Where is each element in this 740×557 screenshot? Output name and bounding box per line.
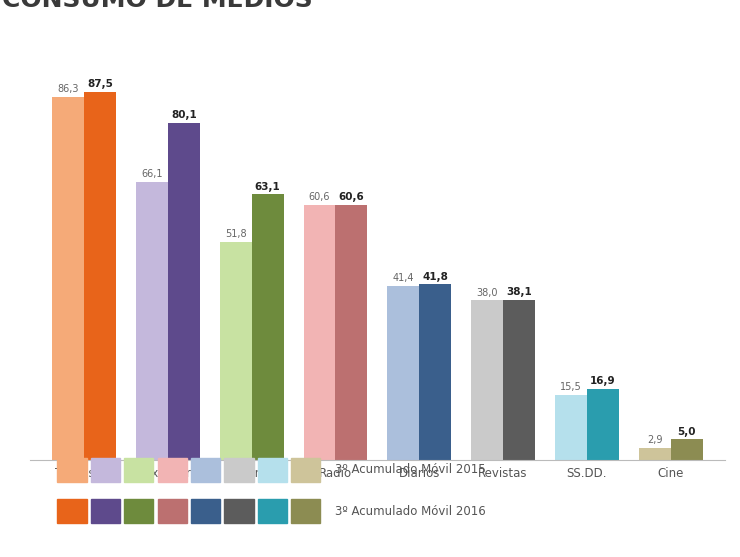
Bar [503,300,535,460]
Bar [670,439,702,460]
Text: 16,9: 16,9 [590,377,616,387]
FancyBboxPatch shape [91,500,120,524]
FancyBboxPatch shape [258,500,287,524]
Text: 3º Acumulado Móvil 2015: 3º Acumulado Móvil 2015 [335,463,485,476]
Text: 38,1: 38,1 [506,287,532,297]
FancyBboxPatch shape [291,500,320,524]
FancyBboxPatch shape [124,458,153,482]
Bar [136,182,168,460]
FancyBboxPatch shape [224,500,254,524]
Text: 86,3: 86,3 [58,84,79,94]
Bar [555,395,587,460]
Bar [303,205,335,460]
Bar [587,389,619,460]
Bar [220,242,252,460]
Text: 3º Acumulado Móvil 2016: 3º Acumulado Móvil 2016 [335,505,485,518]
FancyBboxPatch shape [158,458,186,482]
Bar [168,123,200,460]
Text: 5,0: 5,0 [677,427,696,437]
FancyBboxPatch shape [191,500,221,524]
FancyBboxPatch shape [191,458,221,482]
FancyBboxPatch shape [291,458,320,482]
Text: 41,8: 41,8 [423,272,448,281]
Text: 80,1: 80,1 [171,110,197,120]
Text: 15,5: 15,5 [560,382,582,392]
FancyBboxPatch shape [58,500,87,524]
FancyBboxPatch shape [58,458,87,482]
Text: 63,1: 63,1 [255,182,280,192]
Text: 38,0: 38,0 [477,287,498,297]
Bar [420,284,451,460]
FancyBboxPatch shape [158,500,186,524]
Text: 41,4: 41,4 [393,273,414,283]
Bar [388,286,420,460]
Text: 66,1: 66,1 [141,169,163,179]
Bar [335,205,367,460]
Text: 87,5: 87,5 [87,79,113,89]
Text: 60,6: 60,6 [338,192,364,202]
FancyBboxPatch shape [258,458,287,482]
Bar [639,448,670,460]
Text: CONSUMO DE MEDIOS: CONSUMO DE MEDIOS [1,0,312,12]
FancyBboxPatch shape [91,458,120,482]
Bar [53,97,84,460]
Text: 60,6: 60,6 [309,192,330,202]
Text: 51,8: 51,8 [225,229,246,240]
FancyBboxPatch shape [224,458,254,482]
FancyBboxPatch shape [124,500,153,524]
Bar [471,300,503,460]
Text: 2,9: 2,9 [647,436,662,446]
Bar [252,194,283,460]
Bar [84,91,116,460]
